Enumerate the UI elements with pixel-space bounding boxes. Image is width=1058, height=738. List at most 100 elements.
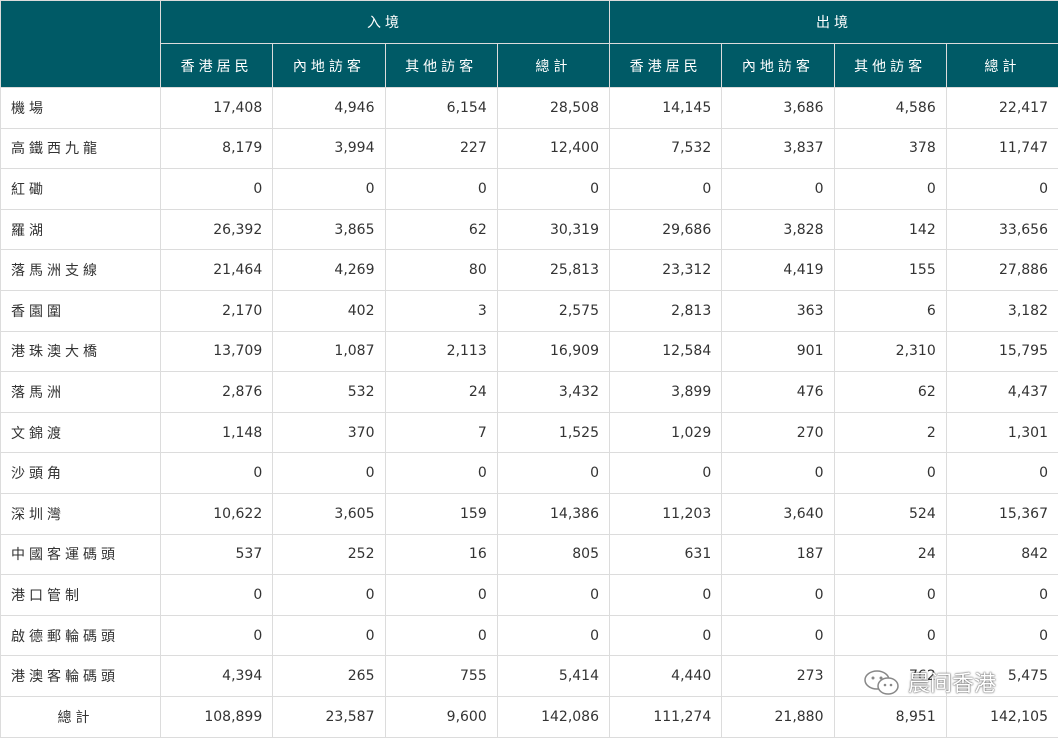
cell: 15,367 (946, 493, 1058, 534)
total-cell: 23,587 (273, 696, 385, 737)
row-label: 香園圍 (1, 290, 161, 331)
cell: 0 (385, 615, 497, 656)
row-label: 機場 (1, 88, 161, 129)
cell: 3,605 (273, 493, 385, 534)
cell: 0 (497, 169, 609, 210)
cell: 4,946 (273, 88, 385, 129)
column-header: 香港居民 (610, 44, 722, 88)
wechat-icon (862, 667, 902, 697)
cell: 1,029 (610, 412, 722, 453)
cell: 24 (385, 372, 497, 413)
cell: 62 (834, 372, 946, 413)
row-label: 高鐵西九龍 (1, 128, 161, 169)
row-label: 港珠澳大橋 (1, 331, 161, 372)
cell: 227 (385, 128, 497, 169)
row-label: 文錦渡 (1, 412, 161, 453)
cell: 187 (722, 534, 834, 575)
cell: 62 (385, 209, 497, 250)
cell: 3,182 (946, 290, 1058, 331)
cell: 27,886 (946, 250, 1058, 291)
cell: 3 (385, 290, 497, 331)
cell: 12,584 (610, 331, 722, 372)
cell: 0 (273, 169, 385, 210)
row-label: 落馬洲支線 (1, 250, 161, 291)
cell: 0 (161, 169, 273, 210)
cell: 17,408 (161, 88, 273, 129)
cell: 14,386 (497, 493, 609, 534)
cell: 0 (610, 575, 722, 616)
cell: 25,813 (497, 250, 609, 291)
cell: 0 (722, 575, 834, 616)
total-cell: 142,086 (497, 696, 609, 737)
total-cell: 21,880 (722, 696, 834, 737)
row-label: 紅磡 (1, 169, 161, 210)
cell: 4,586 (834, 88, 946, 129)
cell: 4,437 (946, 372, 1058, 413)
cell: 23,312 (610, 250, 722, 291)
row-label: 羅湖 (1, 209, 161, 250)
cell: 2,575 (497, 290, 609, 331)
cell: 1,525 (497, 412, 609, 453)
cell: 0 (610, 453, 722, 494)
cell: 6,154 (385, 88, 497, 129)
corner-cell (1, 1, 161, 88)
cell: 12,400 (497, 128, 609, 169)
cell: 0 (161, 615, 273, 656)
row-label: 落馬洲 (1, 372, 161, 413)
header-row: 入境出境 (1, 1, 1058, 44)
cell: 0 (946, 575, 1058, 616)
cell: 0 (834, 453, 946, 494)
cell: 1,087 (273, 331, 385, 372)
cell: 11,203 (610, 493, 722, 534)
cell: 30,319 (497, 209, 609, 250)
column-header: 總計 (946, 44, 1058, 88)
cell: 0 (834, 615, 946, 656)
column-header: 內地訪客 (273, 44, 385, 88)
group-header: 出境 (610, 1, 1058, 44)
cell: 13,709 (161, 331, 273, 372)
cell: 1,148 (161, 412, 273, 453)
total-cell: 108,899 (161, 696, 273, 737)
cell: 24 (834, 534, 946, 575)
cell: 4,419 (722, 250, 834, 291)
cell: 15,795 (946, 331, 1058, 372)
row-label: 港口管制 (1, 575, 161, 616)
cell: 0 (385, 575, 497, 616)
column-header: 香港居民 (161, 44, 273, 88)
row-label: 啟德郵輪碼頭 (1, 615, 161, 656)
cell: 0 (497, 453, 609, 494)
cell: 0 (161, 575, 273, 616)
cell: 402 (273, 290, 385, 331)
row-label: 深圳灣 (1, 493, 161, 534)
cell: 80 (385, 250, 497, 291)
cell: 3,640 (722, 493, 834, 534)
cell: 2,310 (834, 331, 946, 372)
cell: 631 (610, 534, 722, 575)
cell: 805 (497, 534, 609, 575)
cell: 5,414 (497, 656, 609, 697)
cell: 21,464 (161, 250, 273, 291)
cell: 6 (834, 290, 946, 331)
cell: 0 (610, 615, 722, 656)
cell: 4,440 (610, 656, 722, 697)
cell: 4,269 (273, 250, 385, 291)
cell: 901 (722, 331, 834, 372)
group-header: 入境 (161, 1, 610, 44)
cell: 370 (273, 412, 385, 453)
cell: 3,865 (273, 209, 385, 250)
total-cell: 9,600 (385, 696, 497, 737)
cell: 3,686 (722, 88, 834, 129)
cell: 524 (834, 493, 946, 534)
cell: 7,532 (610, 128, 722, 169)
cell: 755 (385, 656, 497, 697)
cell: 33,656 (946, 209, 1058, 250)
cell: 273 (722, 656, 834, 697)
